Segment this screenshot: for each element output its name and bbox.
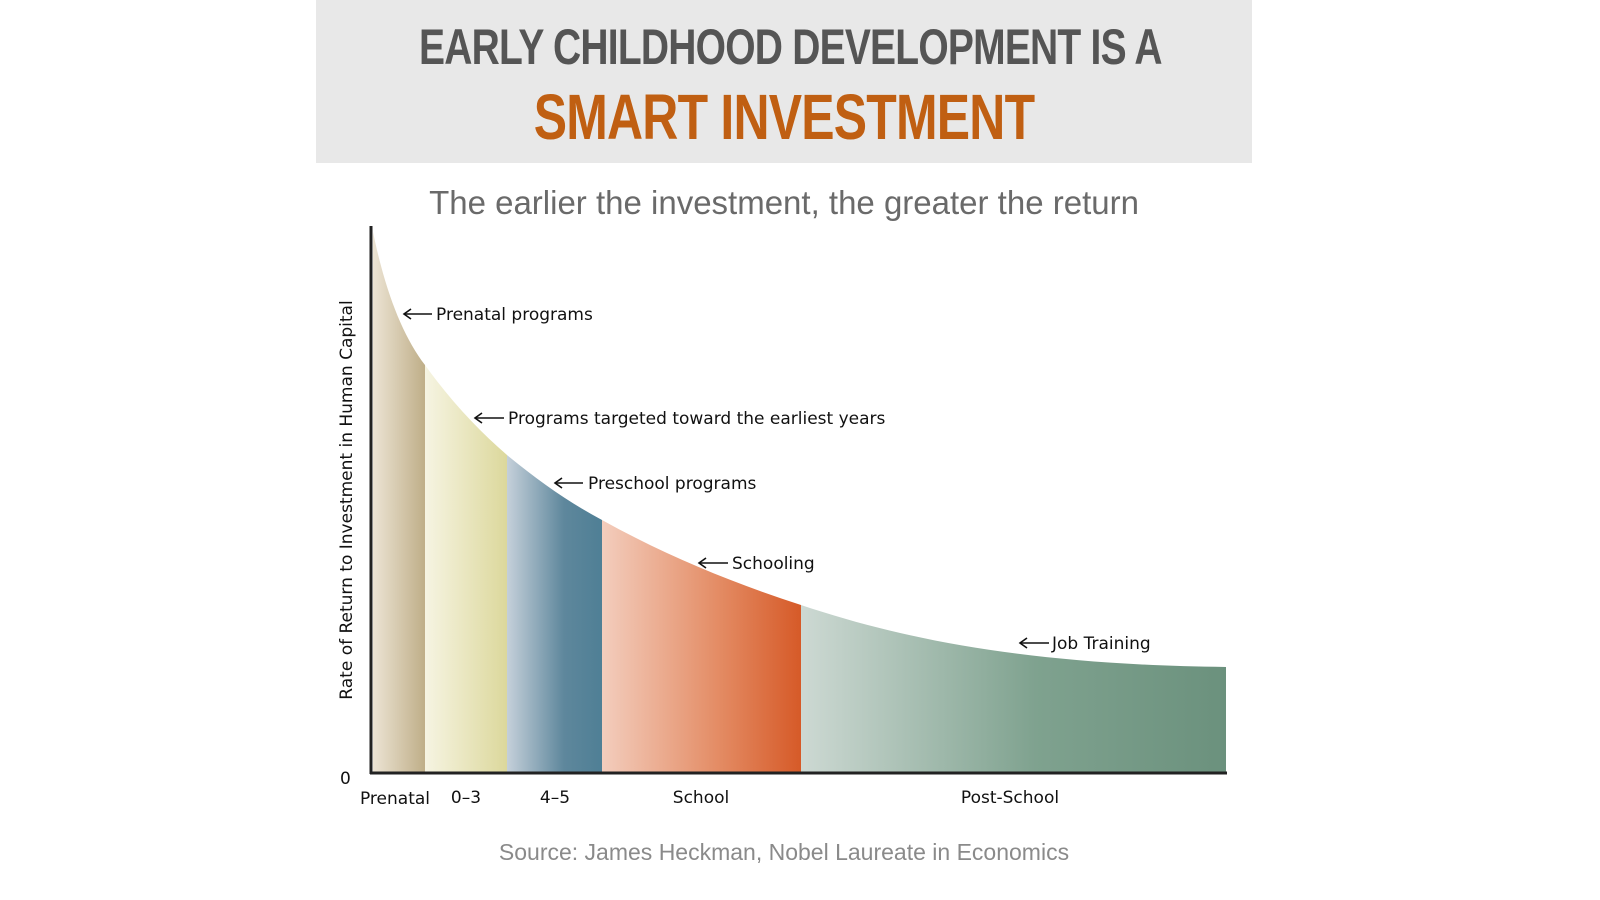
source-citation: Source: James Heckman, Nobel Laureate in…: [498, 839, 1070, 865]
y-zero-label: 0: [340, 769, 351, 789]
arrow-left-icon: [697, 557, 728, 569]
segment-school: [602, 520, 801, 773]
title-banner: EARLY CHILDHOOD DEVELOPMENT IS A SMART I…: [316, 0, 1252, 163]
y-axis-label: Rate of Return to Investment in Human Ca…: [337, 300, 357, 699]
arrow-left-icon: [553, 477, 583, 489]
chart-subtitle: The earlier the investment, the greater …: [429, 184, 1139, 221]
title-line-2: SMART INVESTMENT: [533, 81, 1035, 153]
svg-text:Programs targeted toward the e: Programs targeted toward the earliest ye…: [508, 409, 886, 429]
x-tick-prenatal: Prenatal: [360, 789, 430, 809]
arrow-left-icon: [402, 308, 432, 320]
arrow-left-icon: [1018, 637, 1049, 649]
annotation-prenatal: Prenatal programs: [402, 305, 593, 325]
x-tick-school: School: [673, 788, 729, 808]
x-tick-4-5: 4–5: [540, 788, 570, 808]
segment-4-5: [507, 455, 602, 773]
annotation-schooling: Schooling: [697, 554, 815, 574]
title-line-1: EARLY CHILDHOOD DEVELOPMENT IS A: [418, 19, 1163, 75]
svg-text:Job Training: Job Training: [1051, 634, 1151, 654]
x-tick-post-school: Post-School: [961, 788, 1059, 808]
annotation-preschool: Preschool programs: [553, 474, 756, 494]
segment-prenatal: [373, 232, 425, 773]
x-tick-0-3: 0–3: [451, 788, 481, 808]
svg-text:Prenatal programs: Prenatal programs: [436, 305, 593, 325]
svg-text:Schooling: Schooling: [732, 554, 815, 574]
svg-text:Preschool programs: Preschool programs: [588, 474, 756, 494]
segment-post-school: [801, 605, 1226, 773]
annotation-earliest-years: Programs targeted toward the earliest ye…: [473, 409, 886, 429]
annotation-job-training: Job Training: [1018, 634, 1151, 654]
arrow-left-icon: [473, 412, 504, 424]
segment-0-3: [425, 365, 507, 773]
